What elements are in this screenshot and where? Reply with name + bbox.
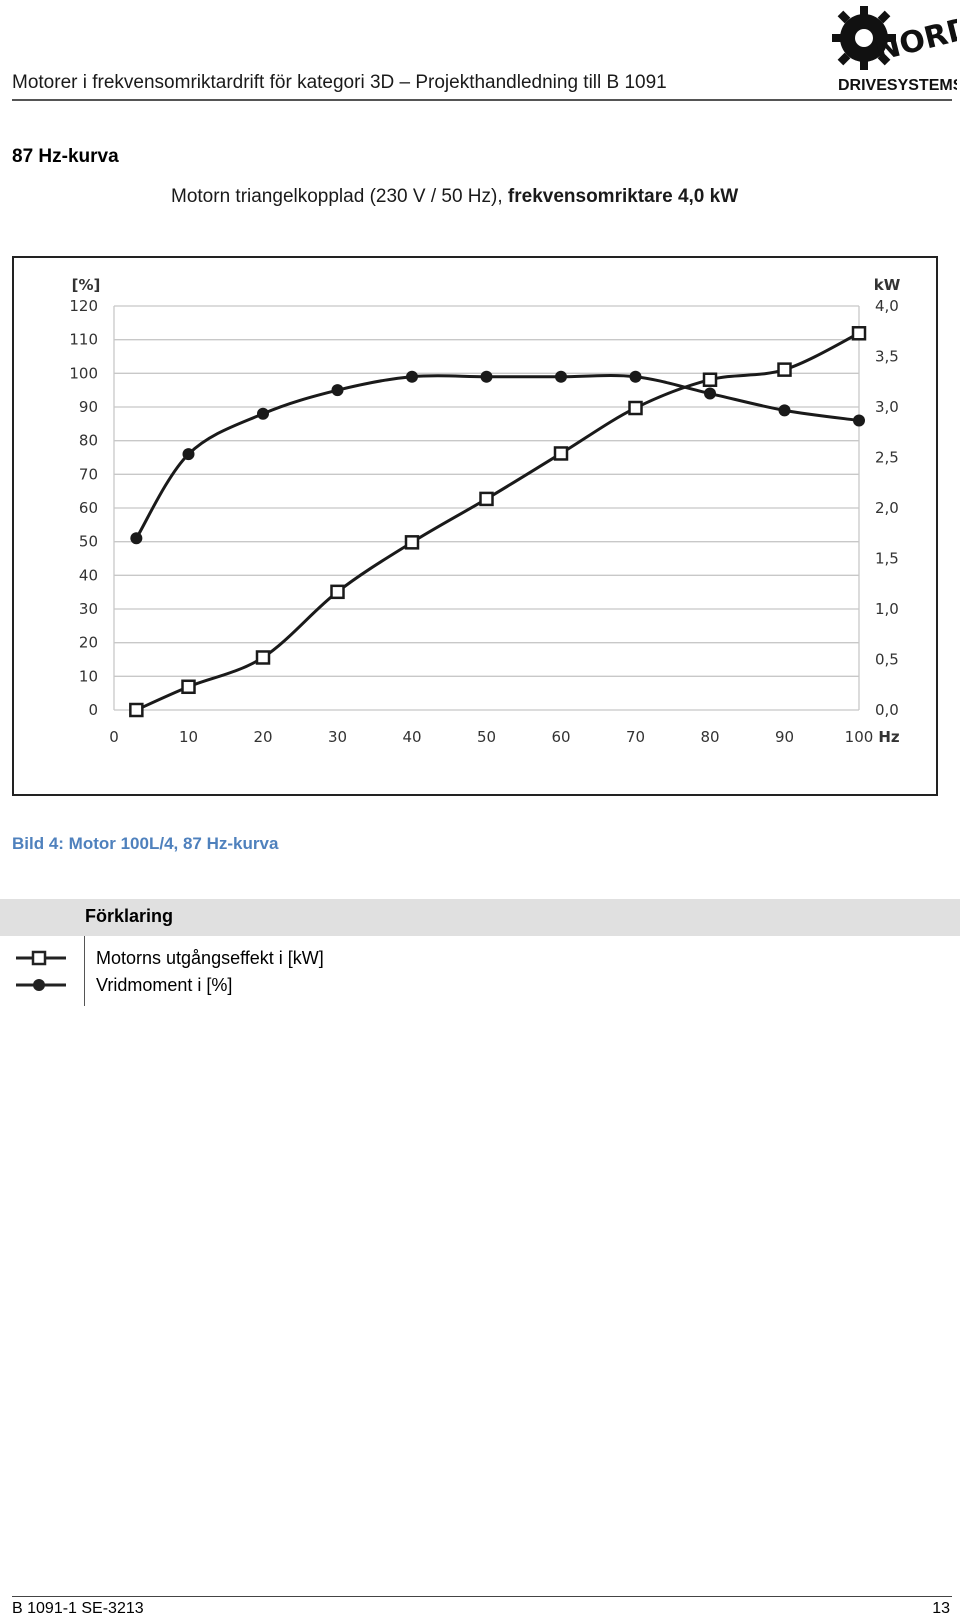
y-left-tick-label: 20: [79, 634, 98, 652]
y-right-tick-label: 1,0: [875, 600, 899, 618]
data-point-square: [479, 491, 494, 507]
data-point-circle: [331, 384, 344, 397]
chart-frame: 0 10 20 30 40 50 60 70 80 90 100 110 120 0,0 0,5 1,0 1,5…: [12, 256, 938, 796]
series-line-0: [135, 331, 860, 712]
y-left-tick-label: 120: [69, 297, 98, 315]
data-point-square: [702, 372, 718, 387]
x-tick-label: 10: [179, 728, 198, 746]
x-tick-label: 50: [477, 728, 496, 746]
legend-header: Förklaring: [0, 899, 960, 936]
y-right-axis-label: kW: [874, 276, 901, 294]
footer-page-number: 13: [932, 1600, 950, 1617]
chart-caption-bold: frekvensomriktare 4,0 kW: [507, 186, 739, 207]
data-point-circle: [257, 407, 269, 420]
data-point-circle: [480, 370, 493, 383]
chart-caption-plain: Motorn triangelkopplad (230 V / 50 Hz),: [171, 186, 508, 207]
y-left-tick-label: 80: [79, 432, 98, 450]
y-right-tick-label: 2,5: [875, 449, 899, 467]
x-tick-label: 60: [551, 728, 570, 746]
y-left-tick-label: 10: [79, 667, 98, 685]
y-right-tick-label: 0,5: [875, 651, 899, 669]
y-right-tick-label: 3,0: [875, 398, 899, 416]
y-left-tick-label: 60: [79, 499, 98, 517]
y-left-tick-label: 30: [79, 600, 98, 618]
legend-item: Motorns utgångseffekt i [kW]: [0, 946, 960, 972]
x-tick-label: 0: [109, 728, 119, 746]
data-point-circle: [406, 370, 418, 383]
circle-marker-line-icon: [16, 979, 66, 991]
legend-label: Motorns utgångseffekt i [kW]: [96, 948, 324, 968]
y-right-tick-label: 3,5: [875, 348, 899, 366]
data-point-circle: [629, 370, 642, 383]
nord-logo: NORD DRIVESYSTEMS: [832, 0, 960, 98]
svg-text:DRIVESYSTEMS: DRIVESYSTEMS: [838, 77, 957, 94]
footer-divider: [12, 1596, 952, 1597]
y-left-tick-label: 90: [79, 398, 98, 416]
data-point-square: [255, 650, 271, 665]
x-tick-label: 30: [328, 728, 347, 746]
data-point-square: [553, 446, 569, 461]
y-left-tick-label: 70: [79, 465, 98, 483]
data-point-circle: [853, 414, 865, 427]
y-left-tick-label: 110: [69, 331, 98, 349]
series-line-1: [135, 373, 860, 540]
x-tick-label: 40: [402, 728, 421, 746]
x-tick-label: 90: [775, 728, 794, 746]
data-point-square: [777, 362, 792, 377]
y-right-tick-label: 4,0: [875, 297, 899, 315]
data-point-circle: [778, 404, 791, 417]
data-point-circle: [704, 387, 716, 400]
section-heading: 87 Hz-kurva: [12, 146, 119, 167]
data-point-circle: [555, 370, 567, 383]
chart-caption: Motorn triangelkopplad (230 V / 50 Hz), …: [171, 186, 738, 208]
data-point-circle: [130, 532, 143, 545]
y-left-tick-label: 50: [79, 533, 98, 551]
data-point-square: [628, 400, 643, 416]
data-point-square: [129, 702, 144, 718]
x-axis-label: Hz: [878, 728, 900, 746]
y-left-tick-label: 100: [69, 364, 98, 382]
footer-doc-id: B 1091-1 SE-3213: [12, 1600, 144, 1617]
y-left-tick-label: 40: [79, 566, 98, 584]
document-header-title: Motorer i frekvensomriktardrift för kate…: [12, 72, 667, 93]
y-left-axis-label: [%]: [72, 276, 101, 294]
x-tick-label: 80: [700, 728, 719, 746]
gear-icon: [832, 6, 896, 70]
legend-table: Förklaring Motorns utgångseffekt i [kW] …: [0, 899, 960, 1006]
legend-label: Vridmoment i [%]: [96, 975, 233, 995]
y-right-tick-label: 1,5: [875, 550, 899, 568]
data-point-square: [851, 326, 867, 341]
legend-body: Motorns utgångseffekt i [kW] Vridmoment …: [0, 936, 960, 1006]
data-point-square: [330, 584, 345, 600]
y-left-tick-label: 0: [88, 701, 98, 719]
x-tick-label: 20: [253, 728, 272, 746]
legend-divider: [84, 936, 85, 1006]
data-point-circle: [182, 448, 195, 461]
header-divider: [12, 99, 952, 101]
square-marker-line-icon: [16, 950, 66, 966]
y-right-tick-label: 0,0: [875, 701, 899, 719]
line-chart: 01020304050607080901001101200,00,51,01,5…: [69, 276, 901, 746]
x-tick-label: 70: [626, 728, 645, 746]
legend-item: Vridmoment i [%]: [0, 973, 960, 999]
data-point-square: [181, 679, 196, 695]
figure-caption: Bild 4: Motor 100L/4, 87 Hz-kurva: [12, 834, 279, 853]
data-point-square: [404, 535, 420, 550]
legend-heading: Förklaring: [85, 906, 174, 926]
y-right-tick-label: 2,0: [875, 499, 899, 517]
x-tick-label: 100: [845, 728, 874, 746]
